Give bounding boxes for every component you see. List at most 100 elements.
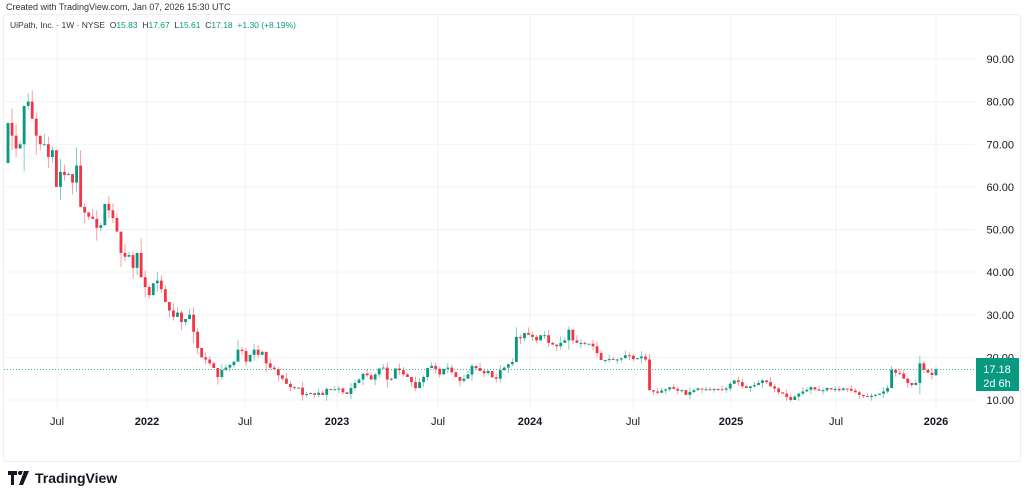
chart-panel[interactable] — [3, 14, 1021, 462]
candle-body — [333, 389, 337, 391]
candle-body — [882, 391, 885, 394]
candle — [728, 382, 732, 392]
time-axis[interactable]: Jul 2022 Jul 2023 Jul 2024 Jul 2025 Jul 2026 — [50, 416, 948, 428]
candle-body — [228, 365, 232, 368]
candle — [111, 203, 115, 224]
candle-body — [797, 393, 801, 397]
candle — [611, 356, 615, 361]
candle-body — [63, 171, 66, 175]
tradingview-logo[interactable]: TradingView — [8, 470, 117, 486]
candle-body — [422, 376, 425, 383]
candle — [6, 122, 10, 164]
candle — [163, 285, 167, 302]
candle — [890, 365, 894, 389]
candle-body — [240, 349, 244, 351]
candle-body — [107, 203, 111, 211]
candle — [777, 386, 781, 395]
candle-body — [345, 392, 349, 395]
candle-body — [55, 150, 58, 187]
change-value: +1.30 (+8.19%) — [237, 20, 296, 30]
candle — [736, 376, 740, 386]
candle-body — [825, 388, 829, 391]
candle-body — [284, 378, 288, 384]
candle — [785, 389, 789, 401]
candle — [906, 377, 910, 388]
y-tick-label: 70.00 — [986, 139, 1014, 151]
x-tick-label: Jul — [626, 416, 640, 428]
candle — [139, 238, 143, 278]
candle-body — [894, 369, 898, 373]
candle — [696, 387, 700, 391]
candle — [716, 388, 720, 391]
candle — [430, 362, 434, 369]
candle-body — [627, 355, 631, 357]
candle — [50, 146, 54, 163]
candle — [878, 393, 881, 395]
candle — [268, 358, 272, 370]
x-tick-label: 2024 — [518, 416, 543, 428]
candle — [857, 391, 861, 399]
candle-body — [559, 342, 563, 347]
candle — [688, 387, 692, 400]
candle-body — [180, 312, 183, 322]
candle-body — [14, 135, 18, 149]
symbol-label: UiPath, Inc. · 1W · NYSE — [10, 20, 105, 30]
candle-body — [849, 388, 853, 391]
candle — [664, 388, 668, 394]
candle — [184, 319, 187, 326]
candle — [591, 339, 595, 351]
candle-body — [696, 388, 700, 391]
candle-body — [397, 368, 401, 371]
candle — [46, 136, 50, 169]
candle-body — [232, 361, 236, 366]
candle-body — [708, 389, 712, 391]
candle-body — [906, 378, 910, 383]
candle — [321, 390, 325, 395]
candle — [640, 351, 643, 364]
candle — [926, 369, 930, 373]
current-price-label: 17.18 2d 6h — [976, 358, 1019, 391]
candle — [865, 393, 869, 398]
candle — [648, 354, 651, 391]
candle — [748, 386, 752, 393]
grid — [4, 15, 975, 410]
candle-body — [523, 333, 526, 339]
candle-body — [785, 393, 789, 398]
price-axis[interactable]: 10.0020.0030.0040.0050.0060.0070.0080.00… — [986, 54, 1014, 407]
candle — [99, 222, 103, 232]
candle — [196, 327, 200, 354]
candle-body — [700, 388, 704, 390]
candle-body — [309, 393, 313, 395]
candle — [603, 359, 607, 364]
candle-body — [857, 392, 861, 395]
candle-body — [280, 375, 284, 379]
x-tick-label: Jul — [829, 416, 843, 428]
candle-body — [268, 363, 272, 368]
candle-body — [252, 349, 256, 355]
candle-body — [357, 379, 361, 383]
candle-body — [434, 365, 438, 369]
candle — [853, 388, 857, 393]
candle — [809, 385, 813, 395]
candle-body — [208, 359, 212, 364]
candle — [672, 384, 676, 389]
candle-body — [414, 382, 417, 389]
candle-body — [22, 105, 26, 145]
candle-body — [502, 367, 506, 371]
candle-body — [264, 351, 268, 364]
candle — [406, 372, 409, 377]
bar-countdown: 2d 6h — [983, 378, 1011, 390]
y-tick-label: 10.00 — [986, 395, 1014, 407]
low-label: L — [174, 20, 180, 30]
candle — [446, 363, 450, 374]
candle-body — [159, 280, 163, 290]
candle-body — [430, 365, 434, 369]
high-label: H — [142, 20, 149, 30]
candle-body — [603, 359, 607, 361]
candle-body — [377, 368, 381, 375]
candle — [599, 350, 603, 360]
candle-body — [732, 380, 736, 384]
candle — [67, 172, 70, 176]
candle — [821, 387, 825, 395]
